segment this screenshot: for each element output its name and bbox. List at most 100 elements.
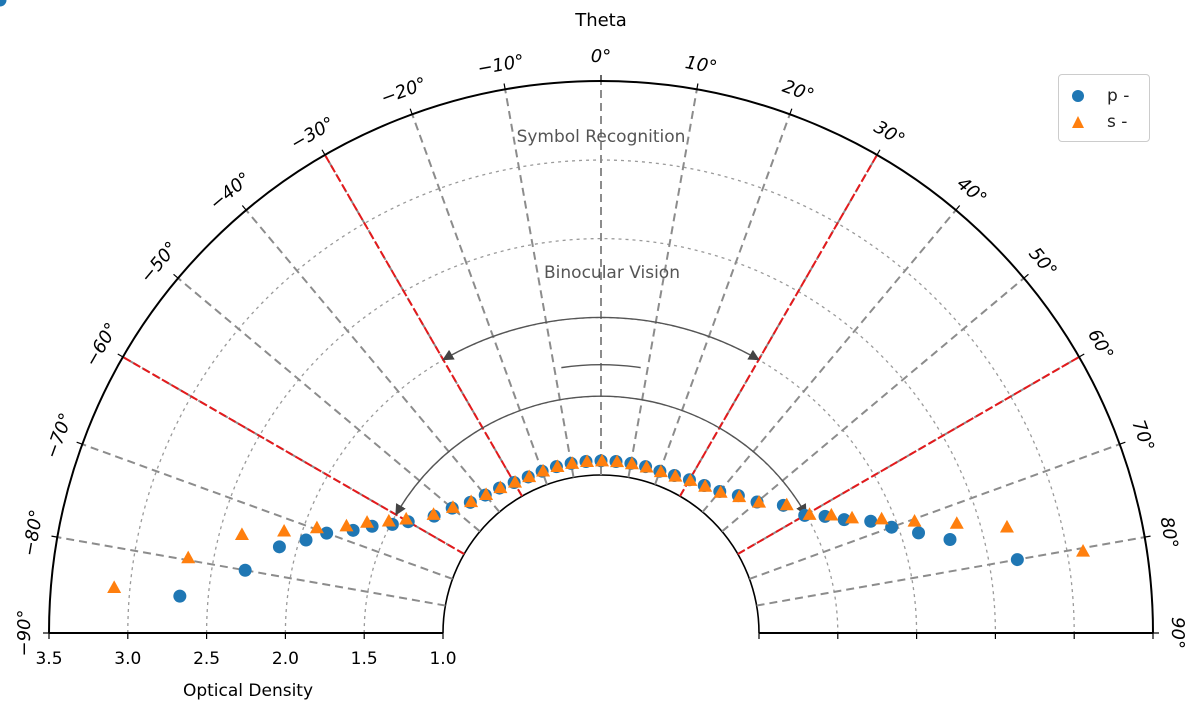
point-s-19 xyxy=(580,454,595,467)
radial-tick-label-3.5: 3.5 xyxy=(35,649,62,669)
angle-tick-label--10: −10° xyxy=(476,51,526,80)
point-s-22 xyxy=(624,456,639,470)
grid-circle-2.5 xyxy=(205,238,997,634)
angle-tick-label-0: 0° xyxy=(591,46,611,67)
angle-tick-20 xyxy=(789,108,793,115)
angle-tick-label-70: 70° xyxy=(1127,417,1158,454)
angle-tick-label--30: −30° xyxy=(287,113,338,155)
angle-tick-label--90: −90° xyxy=(14,610,35,657)
point-s-11 xyxy=(464,494,479,508)
point-s-12 xyxy=(479,487,494,500)
point-s-28 xyxy=(713,485,728,498)
point-s-5 xyxy=(339,518,354,532)
point-s-18 xyxy=(565,456,580,469)
angle-tick-60 xyxy=(1078,353,1085,358)
point-s-10 xyxy=(445,500,460,513)
angle-tick-10 xyxy=(696,83,699,90)
legend: p - s - xyxy=(1058,74,1150,142)
point-s-27 xyxy=(698,479,713,492)
legend-item-p: p - xyxy=(1071,85,1129,107)
region-label-symbol-recognition: Symbol Recognition xyxy=(517,127,686,147)
point-p-4 xyxy=(320,526,334,540)
angle-tick--30 xyxy=(321,149,326,156)
point-s-15 xyxy=(522,469,537,483)
grid-spoke--70 xyxy=(81,443,453,580)
triangle-marker-icon xyxy=(1072,116,1084,128)
grid-spoke-50 xyxy=(721,277,1025,533)
outer-arc xyxy=(48,80,1154,634)
point-s-20 xyxy=(595,453,610,467)
point-s-36 xyxy=(907,514,922,527)
angle-tick--40 xyxy=(241,205,247,211)
data-points xyxy=(0,0,1091,603)
angle-tick-40 xyxy=(955,205,961,211)
point-s-0 xyxy=(107,580,122,594)
point-s-35 xyxy=(874,511,889,525)
point-s-38 xyxy=(999,519,1014,533)
point-s-37 xyxy=(949,516,964,529)
point-s-6 xyxy=(360,515,375,528)
point-s-3 xyxy=(277,523,292,537)
grid-spoke--50 xyxy=(177,277,481,533)
radial-tick-label-1.5: 1.5 xyxy=(351,649,378,669)
point-s-25 xyxy=(668,468,683,482)
radial-tick-label-2.5: 2.5 xyxy=(193,649,220,669)
chart-title: Theta xyxy=(574,10,627,31)
point-s-2 xyxy=(234,527,249,541)
angle-tick-label--20: −20° xyxy=(378,73,429,109)
point-s-39 xyxy=(1076,544,1091,557)
angle-tick-label--80: −80° xyxy=(19,508,48,558)
point-s-31 xyxy=(779,497,794,511)
angle-tick--80 xyxy=(51,535,58,538)
grid-spoke-70 xyxy=(749,443,1121,580)
region-arc-1 xyxy=(395,395,807,516)
grid-spoke-20 xyxy=(654,113,791,485)
radial-tick-label-3.0: 3.0 xyxy=(114,649,141,669)
grid-spoke--20 xyxy=(411,113,548,485)
region-top-arc xyxy=(561,363,641,369)
point-p-38 xyxy=(943,532,957,546)
grid-spoke-30 xyxy=(679,154,878,497)
angle-tick--60 xyxy=(117,353,124,358)
point-s-32 xyxy=(802,507,817,520)
point-s-8 xyxy=(399,511,414,525)
point-p-3 xyxy=(299,533,313,547)
grid-spoke-10 xyxy=(627,89,698,478)
point-p-0 xyxy=(173,589,187,603)
polar-frame xyxy=(48,80,1154,634)
point-s-1 xyxy=(181,550,196,564)
angle-tick-label-20: 20° xyxy=(780,76,817,107)
grid-spoke--40 xyxy=(245,209,501,513)
angle-tick-label-60: 60° xyxy=(1083,326,1117,364)
angle-tick-label-40: 40° xyxy=(953,173,991,210)
point-p-35 xyxy=(864,514,878,528)
point-s-26 xyxy=(683,473,698,486)
point-s-13 xyxy=(493,480,508,494)
point-s-17 xyxy=(550,459,565,473)
angle-tick-label--70: −70° xyxy=(41,410,77,461)
point-s-9 xyxy=(426,507,441,520)
grid-spoke-60 xyxy=(737,356,1080,555)
angle-tick-label--60: −60° xyxy=(81,319,123,370)
polar-grid xyxy=(57,81,1145,634)
point-p-1 xyxy=(238,563,252,577)
point-s-16 xyxy=(536,463,551,477)
angle-tick-80 xyxy=(1144,535,1151,538)
angle-tick-50 xyxy=(1023,273,1029,279)
grid-circle-2.0 xyxy=(284,316,918,634)
angle-tick-label-90: 90° xyxy=(1167,617,1188,649)
angle-tick-30 xyxy=(876,149,881,156)
point-s-34 xyxy=(845,510,860,524)
legend-item-s: s - xyxy=(1071,111,1127,133)
point-p-2 xyxy=(272,540,286,554)
region-arrows xyxy=(395,316,807,516)
point-s-23 xyxy=(639,459,654,473)
point-s-7 xyxy=(381,513,396,527)
angle-tick-label-30: 30° xyxy=(870,117,908,151)
angle-tick-label-50: 50° xyxy=(1024,243,1061,281)
point-s-14 xyxy=(508,474,523,488)
grid-spoke--30 xyxy=(324,154,523,497)
legend-label-s: s - xyxy=(1107,112,1128,132)
radial-tick-label-1.0: 1.0 xyxy=(429,649,456,669)
